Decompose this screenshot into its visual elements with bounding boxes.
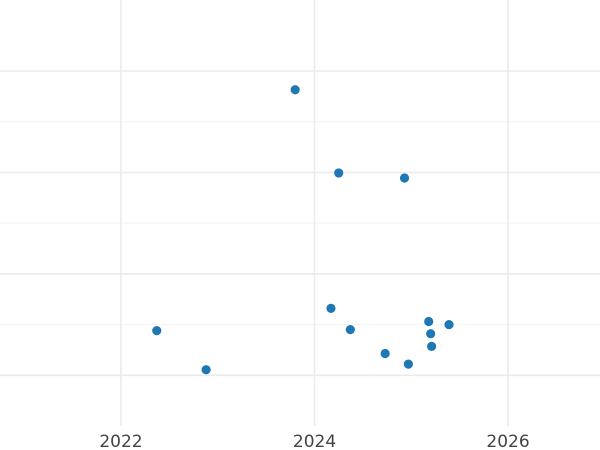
x-tick-label: 2022 — [99, 432, 142, 450]
grid-layer — [0, 0, 600, 426]
data-point — [403, 359, 413, 369]
data-point — [345, 325, 355, 335]
data-point — [427, 341, 437, 351]
data-point — [334, 168, 344, 178]
data-point — [426, 329, 436, 339]
data-point — [152, 326, 162, 336]
data-point — [424, 316, 434, 327]
data-point — [380, 348, 390, 359]
data-point — [201, 365, 211, 375]
data-point — [326, 303, 336, 313]
data-point — [290, 85, 300, 95]
points-layer — [152, 85, 454, 375]
x-axis-ticks: 2022 2024 2026 — [99, 432, 529, 450]
data-point — [399, 173, 410, 183]
x-tick-label: 2024 — [293, 432, 336, 450]
x-tick-label: 2026 — [486, 432, 529, 450]
data-point — [444, 319, 454, 330]
